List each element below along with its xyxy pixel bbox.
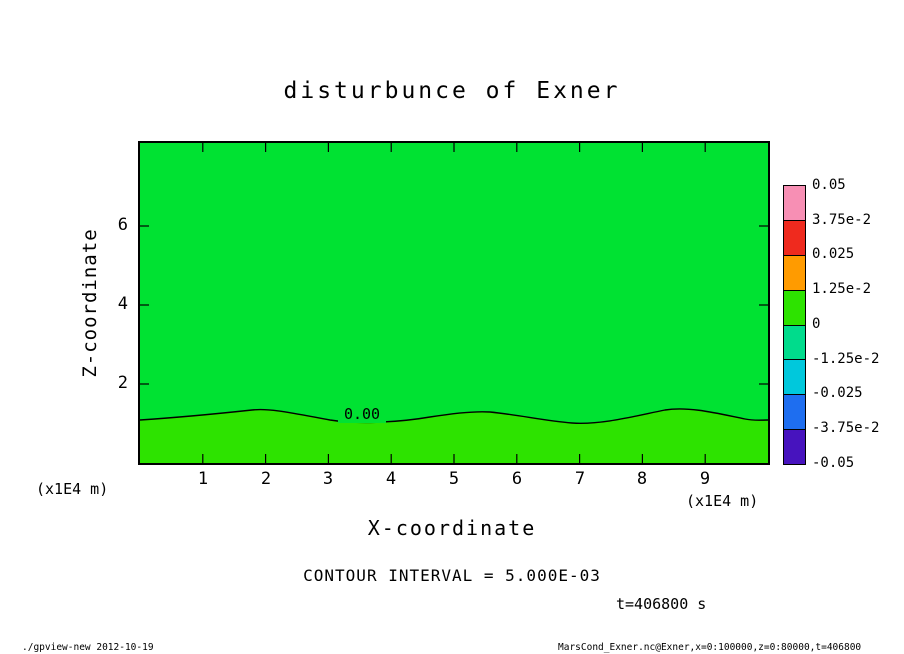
colorbar-cell	[784, 186, 805, 221]
footer-data-source-stamp: MarsCond_Exner.nc@Exner,x=0:100000,z=0:8…	[558, 642, 862, 653]
colorbar-label: -1.25e-2	[812, 351, 880, 367]
chart-title: disturbunce of Exner	[283, 78, 621, 104]
x-tick-6: 6	[511, 469, 523, 489]
colorbar-label: -0.05	[812, 455, 855, 471]
contour-value-label: 0.00	[344, 405, 380, 423]
colorbar-cell	[784, 255, 805, 291]
time-annotation: t=406800 s	[616, 595, 707, 613]
z-tick-4: 4	[117, 294, 128, 314]
colorbar-label: 0.025	[812, 246, 855, 262]
x-axis-label: X-coordinate	[367, 516, 537, 540]
x-tick-3: 3	[322, 469, 334, 489]
x-tick-7: 7	[574, 469, 586, 489]
colorbar-cell	[784, 430, 805, 464]
colorbar-label: 3.75e-2	[812, 212, 872, 228]
colorbar-cell	[784, 220, 805, 256]
colorbar-label: 0	[812, 316, 821, 332]
x-tick-4: 4	[385, 469, 397, 489]
colorbar	[783, 185, 806, 465]
colorbar-cell	[784, 325, 805, 361]
field-fill-lower	[140, 408, 768, 463]
colorbar-cell	[784, 395, 805, 431]
footer-program-stamp: ./gpview-new 2012-10-19	[22, 642, 154, 653]
z-tick-6: 6	[117, 215, 128, 235]
plot-area: 0.00	[138, 141, 770, 465]
x-tick-8: 8	[636, 469, 648, 489]
x-unit-right: (x1E4 m)	[686, 492, 759, 510]
colorbar-label: -3.75e-2	[812, 420, 880, 436]
x-unit-left: (x1E4 m)	[36, 480, 109, 498]
x-tick-1: 1	[197, 469, 209, 489]
colorbar-cell	[784, 360, 805, 396]
colorbar-label: 0.05	[812, 177, 846, 193]
zero-contour-line	[140, 408, 768, 424]
colorbar-label: -0.025	[812, 385, 863, 401]
colorbar-cell	[784, 290, 805, 326]
colorbar-label: 1.25e-2	[812, 281, 872, 297]
x-tick-5: 5	[448, 469, 460, 489]
x-tick-2: 2	[260, 469, 272, 489]
contour-label-backing	[338, 403, 386, 423]
z-tick-2: 2	[117, 373, 128, 393]
contour-plot-svg: 0.00	[140, 143, 768, 463]
axis-ticks	[140, 143, 768, 463]
contour-interval-text: CONTOUR INTERVAL = 5.000E-03	[303, 566, 601, 585]
x-tick-9: 9	[699, 469, 711, 489]
